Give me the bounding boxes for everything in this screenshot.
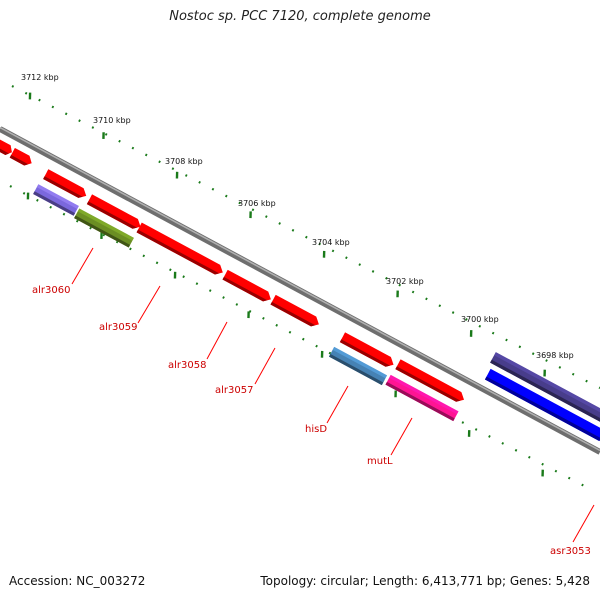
inner-major-ticks [26, 192, 544, 477]
gene-features [0, 139, 600, 442]
gene-label-mutL: mutL [367, 456, 393, 467]
feature-highlight [399, 359, 463, 397]
feature-highlight [46, 169, 86, 193]
gene-label-alr3057: alr3057 [215, 385, 253, 396]
feature-body [136, 222, 223, 275]
feature-highlight [226, 269, 270, 297]
feature-shadow [9, 154, 29, 166]
gene-feature [490, 352, 600, 422]
gene-feature [136, 222, 223, 275]
gene-label-hisD: hisD [305, 424, 327, 435]
kbp-labels: 3712 kbp 3710 kbp 3708 kbp 3706 kbp 3704… [21, 73, 574, 360]
feature-highlight [389, 374, 459, 415]
accession-text: Accession: NC_003272 [9, 574, 146, 588]
outer-major-ticks [28, 92, 546, 377]
genome-backbone-highlight [0, 126, 600, 452]
gene-feature [0, 139, 12, 155]
feature-shadow [328, 353, 384, 386]
kbp-label: 3702 kbp [386, 277, 424, 286]
feature-highlight [488, 368, 600, 432]
gene-feature [86, 194, 141, 229]
feature-shadow [222, 276, 268, 302]
feature-highlight [140, 222, 222, 270]
gene-label-asr3053: asr3053 [550, 546, 591, 557]
genome-backbone [0, 126, 600, 455]
genome-summary-text: Topology: circular; Length: 6,413,771 bp… [260, 574, 590, 588]
gene-feature [33, 184, 79, 216]
feature-shadow [270, 301, 316, 327]
gene-label-alr3060: alr3060 [32, 285, 70, 296]
inner-tick-track [9, 185, 593, 491]
feature-body [9, 147, 32, 166]
leader-line [254, 347, 276, 385]
leader-line [326, 385, 349, 424]
gene-leader-lines [71, 247, 595, 543]
feature-body [339, 332, 394, 367]
feature-shadow [74, 215, 131, 248]
leader-line [71, 247, 94, 285]
feature-body [33, 184, 79, 216]
feature-body [86, 194, 141, 229]
feature-shadow [43, 176, 83, 198]
feature-body [395, 359, 465, 402]
leader-line [137, 285, 161, 324]
feature-body [43, 169, 87, 198]
leader-line [206, 321, 228, 360]
feature-highlight [343, 332, 393, 362]
outer-tick-track [11, 85, 600, 389]
feature-highlight [494, 352, 600, 413]
map-title: Nostoc sp. PCC 7120, complete genome [169, 9, 431, 24]
gene-feature [484, 368, 600, 442]
gene-feature [74, 208, 134, 248]
feature-highlight [90, 194, 140, 224]
gene-feature [385, 374, 459, 422]
gene-feature [9, 147, 32, 166]
feature-shadow [385, 381, 455, 422]
feature-shadow [86, 201, 137, 229]
feature-shadow [136, 229, 220, 275]
gene-feature [328, 346, 388, 386]
feature-highlight [332, 346, 388, 379]
feature-highlight [36, 184, 79, 209]
kbp-label: 3710 kbp [93, 116, 131, 125]
feature-shadow [395, 366, 461, 402]
kbp-label: 3712 kbp [21, 73, 59, 82]
feature-shadow [490, 359, 600, 422]
feature-highlight [274, 294, 318, 322]
kbp-label: 3700 kbp [461, 315, 499, 324]
gene-label-alr3059: alr3059 [99, 322, 137, 333]
kbp-label: 3704 kbp [312, 238, 350, 247]
feature-body [328, 346, 388, 386]
gene-label-alr3058: alr3058 [168, 360, 206, 371]
feature-highlight [77, 208, 134, 241]
feature-shadow [0, 148, 9, 155]
feature-shadow [339, 339, 390, 367]
feature-shadow [484, 376, 600, 442]
gene-feature [395, 359, 465, 402]
feature-highlight [0, 139, 12, 150]
kbp-label: 3698 kbp [536, 351, 574, 360]
gene-feature [222, 269, 271, 302]
feature-body [385, 374, 459, 422]
leader-line [572, 504, 595, 543]
feature-body [222, 269, 271, 302]
feature-body [270, 294, 319, 327]
gene-feature [43, 169, 87, 198]
kbp-label: 3706 kbp [238, 199, 276, 208]
gene-feature [270, 294, 319, 327]
gene-feature [339, 332, 394, 367]
feature-body [74, 208, 134, 248]
leader-line [390, 417, 413, 456]
kbp-label: 3708 kbp [165, 157, 203, 166]
feature-highlight [13, 147, 31, 161]
feature-shadow [33, 191, 76, 216]
gene-labels: alr3060 alr3059 alr3058 alr3057 hisD mut… [32, 285, 591, 557]
